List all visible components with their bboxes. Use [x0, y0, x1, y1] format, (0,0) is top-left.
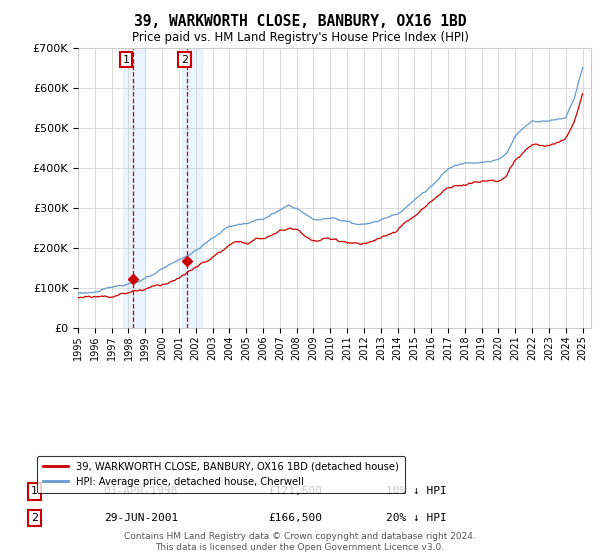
Text: 29-JUN-2001: 29-JUN-2001 — [104, 513, 178, 523]
Text: 10% ↓ HPI: 10% ↓ HPI — [386, 487, 446, 496]
Text: 2: 2 — [31, 513, 38, 523]
Text: 39, WARKWORTH CLOSE, BANBURY, OX16 1BD: 39, WARKWORTH CLOSE, BANBURY, OX16 1BD — [134, 14, 466, 29]
Bar — [124, 48, 143, 328]
Legend: 39, WARKWORTH CLOSE, BANBURY, OX16 1BD (detached house), HPI: Average price, det: 39, WARKWORTH CLOSE, BANBURY, OX16 1BD (… — [37, 456, 405, 493]
Text: £121,500: £121,500 — [268, 487, 322, 496]
Text: Contains HM Land Registry data © Crown copyright and database right 2024.
This d: Contains HM Land Registry data © Crown c… — [124, 532, 476, 552]
Text: £166,500: £166,500 — [268, 513, 322, 523]
Bar — [182, 48, 202, 328]
Text: 1: 1 — [122, 55, 130, 64]
Text: Price paid vs. HM Land Registry's House Price Index (HPI): Price paid vs. HM Land Registry's House … — [131, 31, 469, 44]
Text: 03-APR-1998: 03-APR-1998 — [104, 487, 178, 496]
Text: 20% ↓ HPI: 20% ↓ HPI — [386, 513, 446, 523]
Text: 1: 1 — [31, 487, 38, 496]
Text: 2: 2 — [181, 55, 188, 64]
